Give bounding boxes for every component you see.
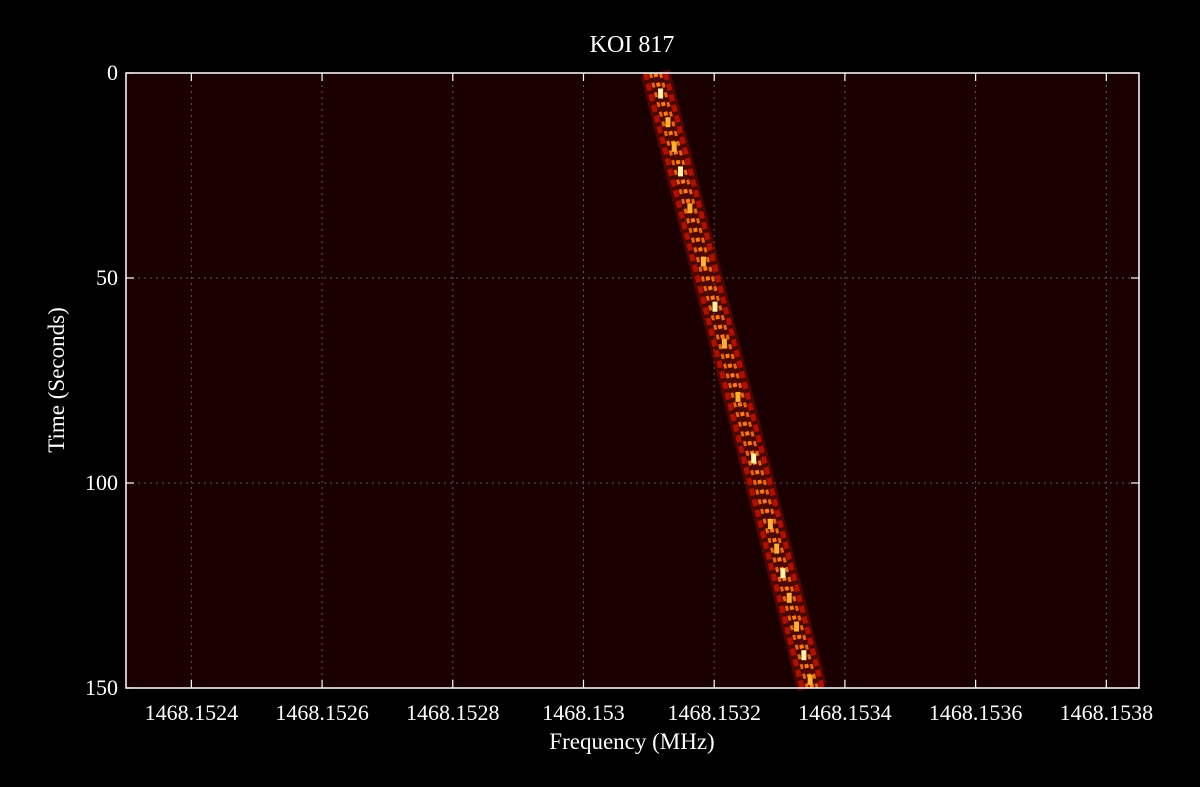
chart-title: KOI 817 — [590, 32, 675, 58]
signal-peak — [687, 203, 693, 214]
signal-peak — [786, 592, 792, 603]
grid-lines — [126, 73, 1139, 688]
signal-peak — [700, 256, 706, 267]
y-axis-label: Time (Seconds) — [44, 307, 69, 452]
signal-peak — [671, 141, 677, 152]
y-tick-label: 50 — [96, 265, 118, 290]
signal-peak — [780, 568, 786, 579]
signal-peak — [677, 166, 683, 177]
signal-peak — [767, 519, 773, 529]
x-tick-label: 1468.1538 — [1060, 700, 1154, 725]
signal-peak — [712, 301, 718, 312]
axis-ticks: 1468.1524 1468.1526 1468.1528 1468.153 1468.… — [85, 60, 1153, 725]
signal-peak — [735, 391, 741, 402]
signal-peak — [801, 650, 807, 661]
signal-sideband — [642, 72, 805, 689]
signal-track — [640, 69, 827, 692]
x-tick-label: 1468.1524 — [145, 700, 239, 725]
x-tick-label: 1468.1536 — [929, 700, 1023, 725]
x-tick-label: 1468.1526 — [275, 700, 369, 725]
signal-peak — [751, 453, 757, 464]
signal-peak — [774, 543, 780, 554]
signal-peak — [658, 88, 664, 99]
signal-peak — [665, 117, 671, 128]
x-tick-label: 1468.1534 — [798, 700, 892, 725]
plot-frame — [125, 72, 1140, 689]
y-tick-label: 100 — [85, 470, 118, 495]
signal-sideband — [662, 72, 825, 689]
signal-peak — [794, 621, 800, 632]
plot-area — [126, 73, 1139, 688]
signal-peak — [807, 674, 813, 685]
x-tick-label: 1468.1532 — [667, 700, 761, 725]
x-axis-label: Frequency (MHz) — [549, 729, 714, 754]
signal-peak — [721, 338, 727, 349]
x-tick-label: 1468.153 — [542, 700, 625, 725]
x-tick-label: 1468.1528 — [406, 700, 500, 725]
y-tick-label: 150 — [85, 675, 118, 700]
y-tick-label: 0 — [107, 60, 118, 85]
